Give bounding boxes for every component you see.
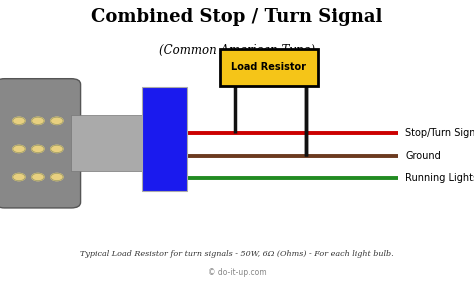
- Text: Typical Load Resistor for turn signals - 50W, 6Ω (Ohms) - For each light bulb.: Typical Load Resistor for turn signals -…: [80, 250, 394, 258]
- Circle shape: [13, 145, 25, 153]
- Circle shape: [32, 117, 44, 124]
- FancyBboxPatch shape: [220, 49, 318, 86]
- Text: Stop/Turn Signal: Stop/Turn Signal: [405, 128, 474, 139]
- Circle shape: [51, 145, 63, 153]
- Circle shape: [13, 173, 25, 181]
- Text: Running Lights: Running Lights: [405, 173, 474, 183]
- Text: (Common American Type): (Common American Type): [159, 44, 315, 56]
- Text: Ground: Ground: [405, 151, 441, 161]
- Text: © do-it-up.com: © do-it-up.com: [208, 268, 266, 277]
- Circle shape: [13, 117, 25, 124]
- Bar: [71, 115, 142, 171]
- Circle shape: [32, 145, 44, 153]
- Circle shape: [51, 173, 63, 181]
- Circle shape: [32, 173, 44, 181]
- Bar: [142, 87, 187, 191]
- FancyBboxPatch shape: [0, 79, 81, 208]
- Text: Load Resistor: Load Resistor: [231, 62, 307, 72]
- Circle shape: [51, 117, 63, 124]
- Text: Combined Stop / Turn Signal: Combined Stop / Turn Signal: [91, 8, 383, 26]
